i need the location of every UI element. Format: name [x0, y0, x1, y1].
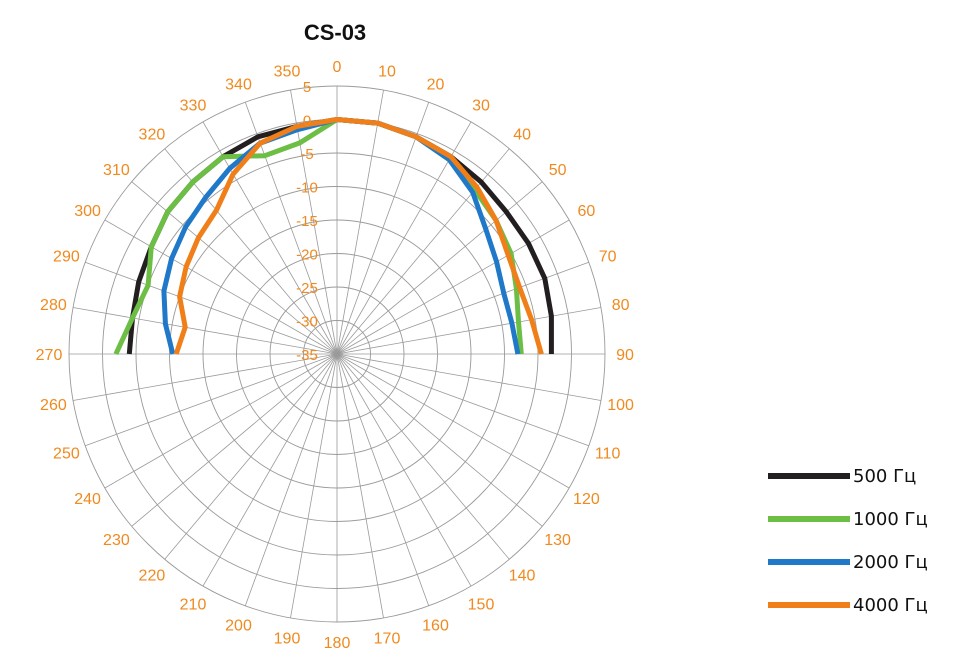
grid-ring	[169, 186, 505, 522]
legend: 500 Гц 1000 Гц 2000 Гц 4000 Гц	[768, 466, 928, 616]
grid-ring	[135, 152, 539, 556]
radial-tick-label: -15	[296, 213, 318, 230]
angle-tick-label: 300	[74, 203, 101, 220]
angle-tick-labels: 0 102030405060708090100110120130140150160…	[36, 59, 634, 652]
angle-tick-label: 310	[103, 162, 130, 179]
angle-tick-label: 40	[513, 126, 531, 143]
angle-tick-label: 50	[549, 162, 567, 179]
angle-tick-label: 10	[378, 63, 396, 80]
grid-ring	[303, 320, 371, 388]
chart-title: CS-03	[304, 20, 366, 45]
radial-tick-label: -35	[296, 347, 318, 364]
radial-tick-labels: 5 0 -5 -10 -15 -20 -25 -30 -35	[296, 79, 318, 364]
angle-tick-label: 110	[595, 446, 621, 463]
angle-tick-label: 140	[509, 568, 536, 585]
grid-ring	[269, 286, 405, 422]
radial-tick-label: -30	[296, 314, 318, 331]
angle-tick-label: 270	[36, 347, 63, 364]
series-line	[173, 117, 544, 355]
angle-tick-label: 120	[573, 491, 600, 508]
angle-tick-label: 260	[40, 397, 67, 414]
grid-ring	[202, 219, 472, 489]
polar-grid	[68, 85, 606, 623]
angle-tick-label: 290	[53, 249, 80, 266]
radial-tick-label: 5	[303, 79, 311, 96]
angle-tick-label: 170	[374, 631, 401, 648]
legend-label: 4000 Гц	[853, 595, 928, 616]
angle-tick-label: 220	[139, 568, 166, 585]
angle-tick-label: 60	[578, 203, 596, 220]
radial-tick-label: -20	[296, 247, 318, 264]
angle-tick-label: 320	[139, 126, 166, 143]
angle-tick-label: 160	[422, 618, 449, 635]
angle-tick-label: 340	[225, 76, 252, 93]
grid-ring	[236, 253, 438, 455]
angle-tick-label: 230	[103, 532, 130, 549]
angle-tick-label: 180	[324, 635, 351, 652]
angle-tick-label: 20	[427, 76, 445, 93]
legend-label: 500 Гц	[853, 466, 916, 487]
angle-tick-label: 80	[612, 297, 630, 314]
legend-label: 1000 Гц	[853, 509, 928, 530]
angle-tick-label: 350	[274, 63, 301, 80]
radial-tick-label: 0	[303, 113, 311, 130]
angle-tick-label: 0	[333, 59, 342, 76]
angle-tick-label: 30	[472, 98, 490, 115]
radial-tick-label: -25	[296, 280, 318, 297]
series-lines	[113, 117, 554, 356]
angle-tick-label: 150	[468, 596, 495, 613]
angle-tick-label: 90	[616, 347, 634, 364]
angle-tick-label: 190	[274, 631, 301, 648]
angle-tick-label: 330	[180, 98, 207, 115]
radial-tick-label: -10	[296, 180, 318, 197]
angle-tick-label: 250	[53, 446, 80, 463]
angle-tick-label: 100	[607, 397, 634, 414]
legend-label: 2000 Гц	[853, 552, 928, 573]
angle-tick-label: 200	[225, 618, 252, 635]
radial-tick-label: -5	[300, 146, 313, 163]
grid-ring	[68, 85, 606, 623]
angle-tick-label: 240	[74, 491, 101, 508]
angle-tick-label: 280	[40, 297, 67, 314]
angle-tick-label: 210	[180, 596, 207, 613]
angle-tick-label: 70	[599, 249, 617, 266]
angle-tick-label: 130	[544, 532, 571, 549]
